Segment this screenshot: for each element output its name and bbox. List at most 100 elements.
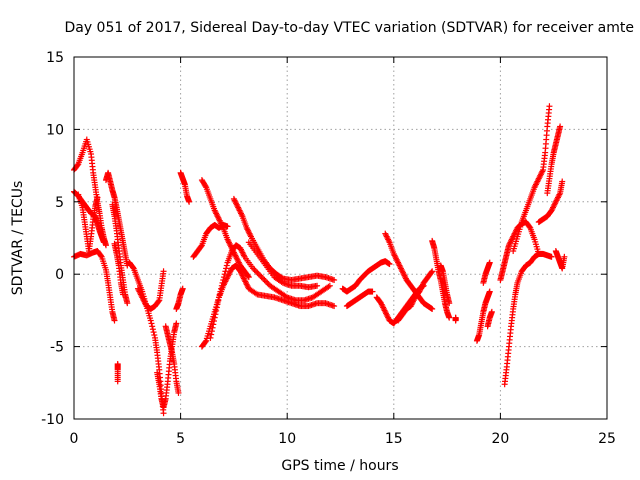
series-arc-c: [71, 248, 118, 324]
ticks: [73, 56, 608, 420]
data-point: [429, 268, 436, 275]
y-tick-label: 10: [46, 122, 64, 138]
series-arc-q: [207, 242, 333, 341]
series-arc-l: [173, 285, 186, 312]
data-point: [488, 308, 495, 315]
data-point: [222, 268, 229, 275]
data-point: [155, 298, 162, 305]
chart-title: Day 051 of 2017, Sidereal Day-to-day VTE…: [64, 20, 634, 36]
data-point: [211, 318, 218, 325]
data-point: [557, 123, 564, 130]
data-point: [446, 300, 453, 307]
data-point: [216, 291, 223, 298]
data-point: [254, 269, 261, 276]
series-arc-ac: [480, 259, 493, 286]
series-arc-ad: [484, 308, 495, 330]
data-point: [111, 317, 118, 324]
data-point: [160, 268, 167, 275]
data-point: [207, 334, 214, 341]
data-point: [314, 282, 321, 289]
data-point: [208, 328, 215, 335]
data-point: [213, 307, 220, 314]
series-arc-aj: [552, 248, 568, 272]
data-point: [98, 252, 105, 259]
data-point: [223, 265, 230, 272]
data-point: [215, 294, 222, 301]
y-tick-label: 15: [46, 50, 64, 66]
data-point: [218, 282, 225, 289]
y-tick-label: 5: [55, 195, 64, 211]
data-point: [213, 304, 220, 311]
grid: [74, 57, 607, 419]
data-point: [369, 288, 376, 295]
tick-labels: 0 5 10 15 20 25 -10 -5 0 5 10 15: [41, 50, 616, 447]
series-arc-ah: [535, 178, 566, 226]
data-point: [264, 279, 271, 286]
series-arc-m: [177, 169, 193, 205]
data-point: [214, 301, 221, 308]
data-point: [252, 268, 259, 275]
data-point: [211, 314, 218, 321]
series-arc-x: [395, 268, 436, 324]
x-tick-label: 5: [176, 431, 185, 447]
series-arc-j: [154, 320, 180, 411]
data-point: [100, 239, 107, 246]
y-tick-label: 0: [55, 267, 64, 283]
data-point: [208, 331, 215, 338]
data-point: [428, 269, 435, 276]
data-point: [221, 271, 228, 278]
data-point: [245, 273, 252, 280]
data-point: [223, 262, 230, 269]
data-point: [217, 288, 224, 295]
series-arc-z: [437, 262, 453, 307]
series-arc-s: [245, 239, 321, 291]
data-point: [114, 378, 121, 385]
series-arc-k: [162, 323, 182, 396]
series-arc-t: [339, 258, 393, 295]
series-arc-aa: [452, 314, 459, 324]
data-point: [326, 282, 333, 289]
data-point: [148, 320, 155, 327]
data-point: [210, 321, 217, 328]
data-point: [559, 178, 566, 185]
data-point: [261, 276, 268, 283]
series-arc-ab: [473, 288, 493, 344]
data-point: [173, 320, 180, 327]
x-tick-label: 25: [598, 431, 616, 447]
data-point: [151, 332, 158, 339]
x-axis-label: GPS time / hours: [281, 458, 398, 474]
data-point: [251, 266, 258, 273]
x-tick-label: 0: [70, 431, 79, 447]
data-point: [179, 285, 186, 292]
data-point: [160, 410, 167, 417]
data-point: [186, 198, 193, 205]
data-point: [220, 274, 227, 281]
x-tick-label: 15: [385, 431, 403, 447]
data-point: [546, 103, 553, 110]
data-point: [255, 271, 262, 278]
y-tick-label: -5: [50, 340, 64, 356]
series-arc-r: [230, 195, 338, 283]
data-point: [219, 279, 226, 286]
data-point: [149, 326, 156, 333]
data-point: [124, 300, 131, 307]
series-spike-1: [114, 360, 121, 385]
data-point: [150, 329, 157, 336]
data-point: [175, 389, 182, 396]
data-point: [202, 183, 209, 190]
data-point: [446, 314, 453, 321]
data-point: [209, 324, 216, 331]
data-point: [561, 253, 568, 260]
data-point: [331, 303, 338, 310]
data-point: [262, 278, 269, 285]
series-arc-i: [134, 268, 167, 312]
data-point: [386, 261, 393, 268]
data-point: [120, 291, 127, 298]
y-axis-label: SDTVAR / TECUs: [10, 181, 26, 296]
data-point: [257, 272, 264, 279]
y-tick-label: -10: [41, 412, 64, 428]
series-arc-ai: [544, 123, 564, 197]
data-point: [94, 194, 101, 201]
data-point: [215, 297, 222, 304]
